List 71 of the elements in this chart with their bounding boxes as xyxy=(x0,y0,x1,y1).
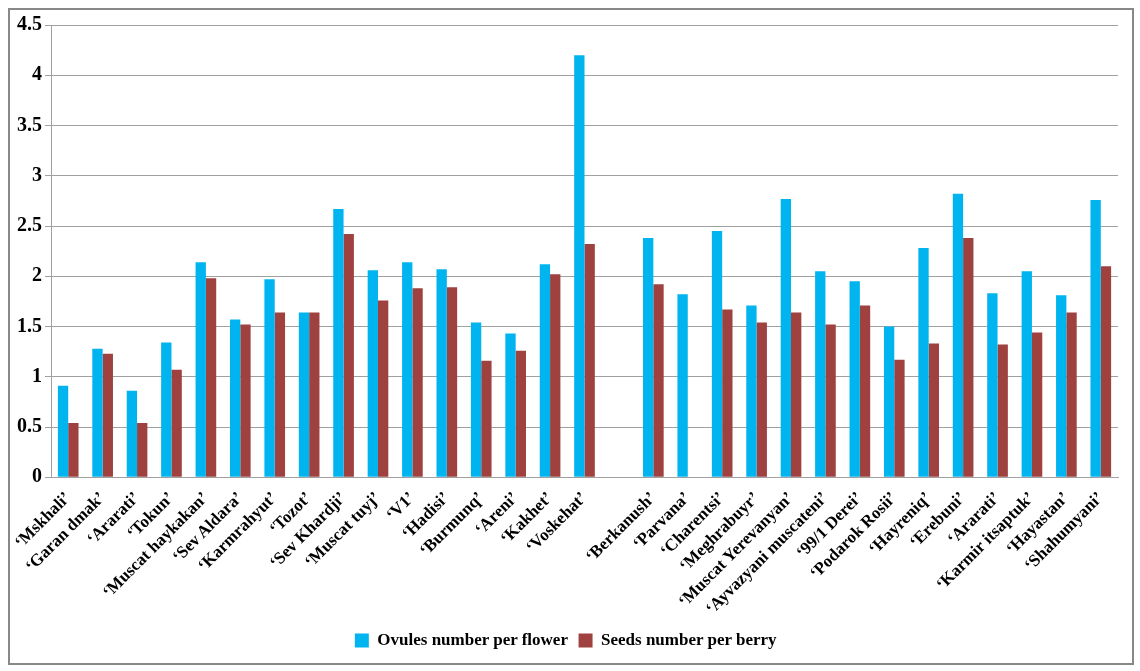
y-tick-label: 1.5 xyxy=(17,313,42,336)
bar xyxy=(402,262,413,477)
bar xyxy=(412,288,423,477)
bar xyxy=(574,55,585,477)
bar xyxy=(963,238,974,477)
bar xyxy=(367,270,378,477)
bar xyxy=(859,305,871,477)
bar xyxy=(240,324,251,477)
bar xyxy=(952,193,964,477)
bar xyxy=(343,234,354,477)
bar xyxy=(711,231,723,477)
bar xyxy=(997,344,1008,477)
bar xyxy=(791,312,802,477)
y-tick-label: 4.5 xyxy=(17,12,42,35)
bar xyxy=(653,284,664,477)
bar xyxy=(883,326,895,477)
legend-label: Ovules number per flower xyxy=(377,629,569,649)
y-tick-label: 2 xyxy=(32,263,42,286)
bar xyxy=(849,281,860,477)
bar xyxy=(470,322,482,477)
bar xyxy=(92,348,103,477)
bar xyxy=(928,343,940,477)
bar xyxy=(515,350,526,477)
bar xyxy=(918,248,929,477)
bar xyxy=(161,342,172,477)
bar xyxy=(1056,295,1067,477)
bar xyxy=(195,262,206,477)
legend-label: Seeds number per berry xyxy=(601,629,778,649)
bar xyxy=(1021,271,1032,477)
bar xyxy=(309,312,320,477)
y-tick-label: 3.5 xyxy=(17,112,42,135)
bar xyxy=(333,208,344,477)
bar xyxy=(126,390,138,477)
bar xyxy=(229,319,241,477)
bar xyxy=(171,369,182,477)
y-tick-label: 3 xyxy=(32,162,42,185)
bar xyxy=(298,312,310,477)
bar xyxy=(436,269,447,477)
bar xyxy=(780,198,792,477)
bar xyxy=(539,264,551,477)
bar xyxy=(205,278,217,477)
bar xyxy=(446,287,458,477)
bar xyxy=(987,293,998,477)
y-tick-label: 0.5 xyxy=(17,414,42,437)
bar xyxy=(894,359,905,477)
bar xyxy=(137,423,148,477)
bar xyxy=(274,312,286,477)
bar xyxy=(815,271,826,477)
bar xyxy=(1090,199,1101,477)
y-tick-label: 1 xyxy=(32,363,42,386)
bar xyxy=(584,244,595,477)
bar xyxy=(722,309,733,477)
bar xyxy=(1031,332,1043,477)
bar xyxy=(643,238,654,477)
bar xyxy=(550,274,561,477)
bar xyxy=(505,333,516,477)
bar xyxy=(1066,312,1077,477)
y-tick-label: 4 xyxy=(32,62,42,85)
bar xyxy=(481,360,492,477)
bar xyxy=(746,305,757,477)
bar xyxy=(102,353,113,477)
bar xyxy=(677,294,688,477)
y-tick-label: 0 xyxy=(32,464,42,487)
bar xyxy=(377,300,389,477)
bar xyxy=(756,322,767,477)
bar xyxy=(68,423,79,477)
bar xyxy=(825,324,836,477)
bar xyxy=(1100,266,1112,477)
bar xyxy=(264,279,275,477)
bar xyxy=(57,385,69,477)
y-tick-label: 2.5 xyxy=(17,213,42,236)
